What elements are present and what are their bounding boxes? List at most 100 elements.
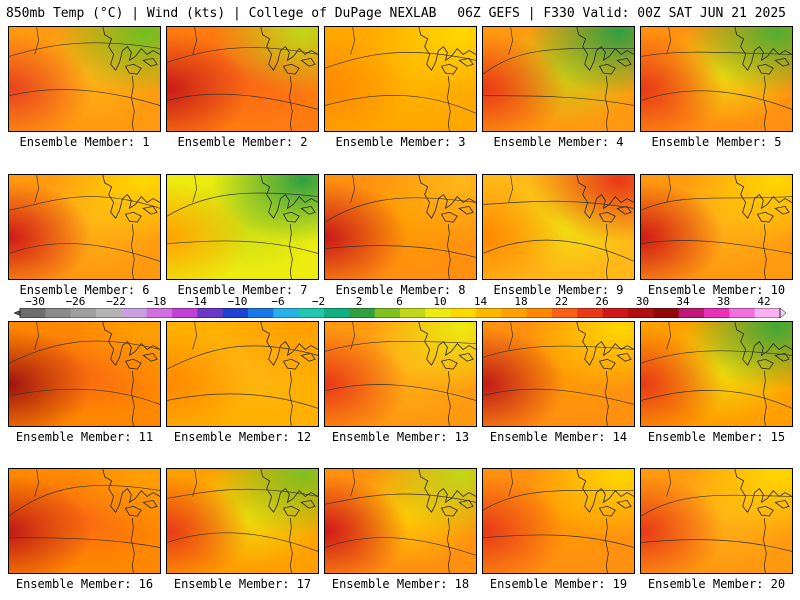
temperature-map: [641, 175, 792, 279]
ensemble-map-panel: [324, 26, 477, 132]
ensemble-map-panel: [324, 174, 477, 280]
colorbar-tick-label: −6: [271, 295, 285, 308]
colorbar-tick-label: 14: [473, 295, 488, 308]
colorbar-segment: [425, 308, 452, 318]
ensemble-map-panel: [166, 321, 319, 427]
colorbar-segment: [324, 308, 350, 318]
temperature-map: [483, 175, 634, 279]
ensemble-member-label: Ensemble Member: 9: [493, 283, 624, 297]
colorbar-segment: [222, 308, 249, 318]
temperature-map: [483, 27, 634, 131]
ensemble-map-panel: [8, 26, 161, 132]
ensemble-member-label: Ensemble Member: 11: [15, 430, 154, 444]
temperature-colorbar: [14, 308, 786, 318]
colorbar-segment: [20, 308, 46, 318]
temperature-map: [9, 175, 160, 279]
ensemble-map-panel: [640, 174, 793, 280]
colorbar-segment: [146, 308, 173, 318]
colorbar-tick-label: 22: [554, 295, 569, 308]
colorbar-tick-label: −26: [65, 295, 86, 308]
ensemble-member-label: Ensemble Member: 12: [173, 430, 312, 444]
ensemble-member-label: Ensemble Member: 19: [489, 577, 628, 591]
ensemble-map-panel: [482, 26, 635, 132]
ensemble-member-label: Ensemble Member: 8: [335, 283, 466, 297]
temperature-map: [167, 175, 318, 279]
temperature-map: [167, 27, 318, 131]
ensemble-member-label: Ensemble Member: 10: [647, 283, 786, 297]
colorbar-tick-label: 42: [757, 295, 771, 308]
colorbar-segment: [476, 308, 502, 318]
colorbar-segment: [400, 308, 426, 318]
temperature-map: [325, 469, 476, 573]
colorbar-segment: [45, 308, 72, 318]
ensemble-map-panel: [482, 174, 635, 280]
ensemble-member-label: Ensemble Member: 6: [19, 283, 150, 297]
ensemble-member-label: Ensemble Member: 7: [177, 283, 308, 297]
colorbar-tick-label: −18: [146, 295, 167, 308]
ensemble-map-panel: [8, 174, 161, 280]
colorbar-segment: [298, 308, 325, 318]
ensemble-member-label: Ensemble Member: 1: [19, 135, 150, 149]
temperature-map: [641, 469, 792, 573]
temperature-map: [483, 469, 634, 573]
colorbar-tick-label: 30: [635, 295, 650, 308]
ensemble-member-label: Ensemble Member: 14: [489, 430, 628, 444]
ensemble-map-panel: [640, 468, 793, 574]
ensemble-member-label: Ensemble Member: 5: [651, 135, 782, 149]
colorbar-tick-label: −14: [187, 295, 207, 308]
colorbar-segment: [577, 308, 604, 318]
colorbar-segment: [628, 308, 654, 318]
colorbar-segment: [526, 308, 553, 318]
colorbar-tick-label: −2: [311, 295, 326, 308]
ensemble-member-label: Ensemble Member: 17: [173, 577, 312, 591]
colorbar-segment: [678, 308, 705, 318]
temperature-map: [325, 175, 476, 279]
colorbar-tick-label: 2: [355, 295, 363, 308]
ensemble-map-panel: [166, 174, 319, 280]
colorbar-segment: [172, 308, 198, 318]
colorbar-segment: [754, 308, 781, 318]
colorbar-tick-label: 38: [716, 295, 731, 308]
temperature-map: [325, 27, 476, 131]
ensemble-map-panel: [324, 468, 477, 574]
ensemble-member-label: Ensemble Member: 16: [15, 577, 154, 591]
map-title: 850mb Temp (°C) | Wind (kts) | College o…: [6, 6, 437, 21]
colorbar-segment: [96, 308, 122, 318]
colorbar-segment: [729, 308, 756, 318]
temperature-map: [483, 322, 634, 426]
ensemble-map-panel: [166, 468, 319, 574]
colorbar-tick-label: 6: [396, 295, 403, 308]
colorbar-segment: [450, 308, 477, 318]
ensemble-map-panel: [8, 321, 161, 427]
colorbar-segment: [374, 308, 401, 318]
colorbar-segment: [602, 308, 629, 318]
ensemble-map-panel: [324, 321, 477, 427]
colorbar-tick-label: 18: [514, 295, 528, 308]
temperature-map: [641, 27, 792, 131]
ensemble-member-label: Ensemble Member: 2: [177, 135, 308, 149]
ensemble-member-label: Ensemble Member: 3: [335, 135, 466, 149]
temperature-map: [9, 469, 160, 573]
ensemble-map-panel: [166, 26, 319, 132]
run-valid-time: 06Z GEFS | F330 Valid: 00Z SAT JUN 21 20…: [457, 6, 786, 21]
ensemble-member-label: Ensemble Member: 15: [647, 430, 786, 444]
colorbar-tick-label: 26: [595, 295, 609, 308]
colorbar-tick-label: 10: [433, 295, 447, 308]
colorbar-segment: [552, 308, 578, 318]
colorbar-tick-label: 34: [676, 295, 690, 308]
ensemble-map-panel: [8, 468, 161, 574]
colorbar-segment: [653, 308, 680, 318]
colorbar-segment: [704, 308, 730, 318]
colorbar-tick-label: −10: [227, 295, 248, 308]
colorbar-segment: [273, 308, 300, 318]
temperature-map: [167, 322, 318, 426]
ensemble-map-panel: [640, 26, 793, 132]
ensemble-map-panel: [482, 468, 635, 574]
ensemble-member-label: Ensemble Member: 18: [331, 577, 470, 591]
temperature-map: [167, 469, 318, 573]
temperature-map: [641, 322, 792, 426]
temperature-map: [9, 322, 160, 426]
temperature-map: [9, 27, 160, 131]
colorbar-segment: [70, 308, 97, 318]
colorbar-segment: [248, 308, 274, 318]
